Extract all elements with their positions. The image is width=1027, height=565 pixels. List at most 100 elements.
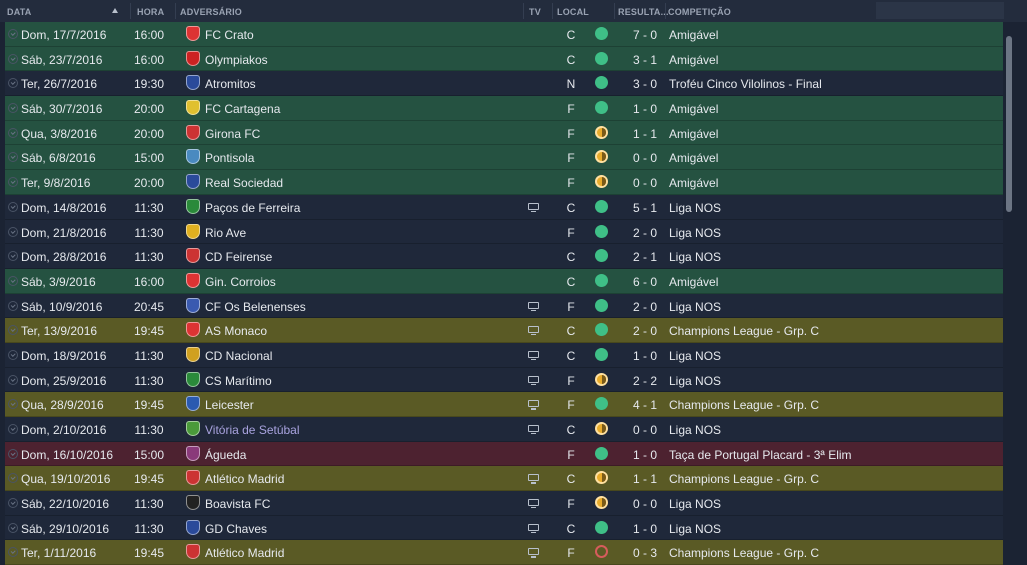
competition-name[interactable]: Amigável [669, 176, 719, 191]
opponent-name[interactable]: Atlético Madrid [205, 546, 285, 561]
competition-name[interactable]: Champions League - Grp. C [669, 398, 820, 413]
opponent-name[interactable]: Real Sociedad [205, 176, 284, 191]
competition-name[interactable]: Amigável [669, 28, 719, 42]
match-score[interactable]: 1 - 0 [632, 447, 657, 462]
competition-name[interactable]: Champions League - Grp. C [669, 472, 820, 487]
table-row[interactable]: Dom, 17/7/2016 16:00 FC Crato C 7 - 0 Amigáve… [5, 22, 1003, 47]
table-row[interactable]: Dom, 18/9/2016 11:30 CD Nacional C 1 - 0 Liga… [5, 342, 1003, 368]
table-row[interactable]: Dom, 21/8/2016 11:30 Rio Ave F 2 - 0 Liga NOS [5, 219, 1003, 245]
opponent-name[interactable]: Atlético Madrid [205, 472, 285, 487]
match-score[interactable]: 5 - 1 [632, 200, 657, 215]
match-score[interactable]: 0 - 3 [632, 546, 657, 561]
table-row[interactable]: Sáb, 10/9/2016 20:45 CF Os Belenenses F 2 - … [5, 293, 1003, 319]
competition-name[interactable]: Liga NOS [669, 299, 722, 314]
table-row[interactable]: Ter, 26/7/2016 19:30 Atromitos N 3 - 0 Troféu… [5, 71, 1003, 97]
match-date: Ter, 1/11/2016 [21, 546, 97, 561]
match-score[interactable]: 0 - 0 [632, 423, 657, 437]
club-crest-icon [186, 174, 200, 190]
table-row[interactable]: Dom, 14/8/2016 11:30 Paços de Ferreira C 5 -… [5, 194, 1003, 220]
opponent-name[interactable]: CS Marítimo [205, 373, 272, 388]
table-row[interactable]: Ter, 13/9/2016 19:45 AS Monaco C 2 - 0 Champi… [5, 318, 1003, 343]
table-row[interactable]: Dom, 2/10/2016 11:30 Vitória de Setúbal C 0 … [5, 417, 1003, 442]
match-time: 19:30 [133, 77, 165, 92]
match-score[interactable]: 3 - 1 [632, 52, 657, 67]
match-score[interactable]: 7 - 0 [632, 28, 657, 42]
table-row[interactable]: Sáb, 6/8/2016 15:00 Pontisola F 0 - 0 Amigáve… [5, 145, 1003, 171]
header-time[interactable]: HORA [137, 7, 165, 17]
opponent-name[interactable]: Leicester [205, 398, 254, 413]
opponent-name[interactable]: Águeda [205, 447, 247, 462]
match-score[interactable]: 1 - 0 [632, 102, 657, 117]
table-row[interactable]: Sáb, 22/10/2016 11:30 Boavista FC F 0 - 0 Lig… [5, 491, 1003, 516]
opponent-name[interactable]: Atromitos [205, 77, 256, 92]
match-score[interactable]: 4 - 1 [632, 398, 657, 413]
match-score[interactable]: 2 - 0 [632, 225, 657, 240]
table-row[interactable]: Dom, 16/10/2016 15:00 Águeda F 1 - 0 Taça de … [5, 441, 1003, 467]
table-row[interactable]: Sáb, 29/10/2016 11:30 GD Chaves C 1 - 0 Liga … [5, 515, 1003, 541]
opponent-name[interactable]: Pontisola [205, 151, 255, 166]
header-tv[interactable]: TV [529, 7, 541, 17]
opponent-name[interactable]: GD Chaves [205, 521, 268, 536]
match-score[interactable]: 3 - 0 [632, 77, 657, 92]
competition-name[interactable]: Amigável [669, 52, 719, 67]
competition-name[interactable]: Liga NOS [669, 348, 722, 363]
match-score[interactable]: 0 - 0 [632, 176, 657, 191]
competition-name[interactable]: Liga NOS [669, 373, 722, 388]
opponent-name[interactable]: CF Os Belenenses [205, 299, 306, 314]
vertical-scrollbar[interactable] [1006, 36, 1012, 212]
competition-name[interactable]: Liga NOS [669, 225, 722, 240]
match-score[interactable]: 1 - 0 [632, 521, 657, 536]
table-row[interactable]: Ter, 9/8/2016 20:00 Real Sociedad F 0 - 0 Ami… [5, 170, 1003, 195]
match-score[interactable]: 2 - 2 [632, 373, 657, 388]
sort-ascending-icon[interactable] [112, 8, 118, 13]
competition-name[interactable]: Champions League - Grp. C [669, 324, 820, 339]
competition-name[interactable]: Liga NOS [669, 200, 722, 215]
opponent-name[interactable]: CD Nacional [205, 348, 273, 363]
table-row[interactable]: Qua, 28/9/2016 19:45 Leicester F 4 - 1 Champi… [5, 392, 1003, 417]
competition-name[interactable]: Amigável [669, 274, 719, 289]
header-competition[interactable]: COMPETIÇÃO [668, 7, 732, 17]
competition-name[interactable]: Amigável [669, 102, 719, 117]
table-row[interactable]: Qua, 3/8/2016 20:00 Girona FC F 1 - 1 Amigáve… [5, 120, 1003, 146]
opponent-name[interactable]: CD Feirense [205, 250, 273, 265]
match-score[interactable]: 0 - 0 [632, 497, 657, 512]
opponent-name[interactable]: Paços de Ferreira [205, 200, 301, 215]
competition-name[interactable]: Liga NOS [669, 521, 722, 536]
match-score[interactable]: 2 - 0 [632, 324, 657, 339]
match-score[interactable]: 1 - 0 [632, 348, 657, 363]
header-venue[interactable]: LOCAL [557, 7, 589, 17]
opponent-name[interactable]: Girona FC [205, 126, 261, 141]
match-score[interactable]: 0 - 0 [632, 151, 657, 166]
competition-name[interactable]: Taça de Portugal Placard - 3ª Elim [669, 447, 852, 462]
table-row[interactable]: Sáb, 23/7/2016 16:00 Olympiakos C 3 - 1 Amigá… [5, 46, 1003, 72]
opponent-name[interactable]: Vitória de Setúbal [205, 423, 300, 437]
match-score[interactable]: 2 - 1 [632, 250, 657, 265]
competition-name[interactable]: Troféu Cinco Vilolinos - Final [669, 77, 822, 92]
match-score[interactable]: 1 - 1 [632, 472, 657, 487]
competition-name[interactable]: Liga NOS [669, 250, 722, 265]
competition-name[interactable]: Amigável [669, 151, 719, 166]
opponent-name[interactable]: AS Monaco [205, 324, 268, 339]
opponent-name[interactable]: Rio Ave [205, 225, 247, 240]
table-row[interactable]: Qua, 19/10/2016 19:45 Atlético Madrid C 1 - … [5, 466, 1003, 492]
competition-name[interactable]: Liga NOS [669, 423, 722, 437]
match-score[interactable]: 6 - 0 [632, 274, 657, 289]
match-score[interactable]: 2 - 0 [632, 299, 657, 314]
table-row[interactable]: Sáb, 3/9/2016 16:00 Gin. Corroios C 6 - 0 Ami… [5, 268, 1003, 294]
competition-name[interactable]: Amigável [669, 126, 719, 141]
table-row[interactable]: Dom, 25/9/2016 11:30 CS Marítimo F 2 - 2 Liga… [5, 367, 1003, 393]
table-row[interactable]: Dom, 28/8/2016 11:30 CD Feirense C 2 - 1 Liga… [5, 244, 1003, 269]
opponent-name[interactable]: FC Cartagena [205, 102, 281, 117]
table-row[interactable]: Ter, 1/11/2016 19:45 Atlético Madrid F 0 - 3… [5, 540, 1003, 565]
competition-name[interactable]: Liga NOS [669, 497, 722, 512]
competition-name[interactable]: Champions League - Grp. C [669, 546, 820, 561]
opponent-name[interactable]: FC Crato [205, 28, 254, 42]
opponent-name[interactable]: Olympiakos [205, 52, 268, 67]
table-row[interactable]: Sáb, 30/7/2016 20:00 FC Cartagena F 1 - 0 Ami… [5, 96, 1003, 121]
opponent-name[interactable]: Boavista FC [205, 497, 271, 512]
header-result[interactable]: RESULTA... [618, 7, 669, 17]
opponent-name[interactable]: Gin. Corroios [205, 274, 276, 289]
match-score[interactable]: 1 - 1 [632, 126, 657, 141]
header-date[interactable]: DATA [7, 7, 32, 17]
header-opponent[interactable]: ADVERSÁRIO [180, 7, 243, 17]
